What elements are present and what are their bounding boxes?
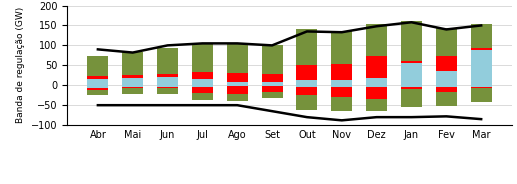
Bar: [436, 56, 457, 71]
Bar: [262, 86, 283, 92]
Bar: [436, 85, 457, 87]
Bar: [470, 48, 492, 50]
Bar: [87, 85, 109, 89]
Bar: [262, 92, 283, 98]
Bar: [87, 79, 109, 85]
Bar: [262, 85, 283, 86]
Bar: [227, 44, 248, 73]
Bar: [296, 80, 317, 85]
Bar: [157, 87, 178, 89]
Bar: [192, 87, 213, 93]
Bar: [401, 85, 422, 87]
Bar: [401, 22, 422, 61]
Bar: [192, 93, 213, 100]
Bar: [157, 74, 178, 77]
Bar: [87, 76, 109, 79]
Bar: [157, 77, 178, 85]
Bar: [296, 95, 317, 110]
Bar: [401, 89, 422, 107]
Bar: [366, 85, 387, 87]
Bar: [227, 86, 248, 94]
Bar: [331, 31, 352, 64]
Bar: [192, 85, 213, 87]
Bar: [436, 28, 457, 56]
Bar: [470, 89, 492, 102]
Bar: [87, 90, 109, 95]
Bar: [366, 24, 387, 56]
Bar: [470, 87, 492, 89]
Bar: [262, 74, 283, 82]
Bar: [122, 75, 143, 78]
Bar: [296, 85, 317, 87]
Bar: [157, 85, 178, 87]
Bar: [366, 87, 387, 99]
Bar: [122, 85, 143, 87]
Bar: [87, 89, 109, 91]
Bar: [227, 73, 248, 82]
Bar: [227, 82, 248, 85]
Bar: [470, 24, 492, 48]
Bar: [122, 87, 143, 89]
Bar: [366, 99, 387, 111]
Bar: [436, 71, 457, 85]
Bar: [227, 85, 248, 86]
Bar: [436, 87, 457, 92]
Bar: [192, 72, 213, 79]
Bar: [331, 80, 352, 85]
Bar: [87, 56, 109, 76]
Bar: [262, 82, 283, 85]
Bar: [401, 87, 422, 89]
Y-axis label: Banda de regulação (GW): Banda de regulação (GW): [17, 7, 25, 123]
Bar: [192, 79, 213, 85]
Bar: [296, 87, 317, 95]
Bar: [470, 85, 492, 87]
Bar: [122, 78, 143, 85]
Bar: [122, 89, 143, 94]
Bar: [331, 97, 352, 111]
Bar: [296, 29, 317, 65]
Bar: [157, 89, 178, 94]
Bar: [401, 63, 422, 85]
Bar: [296, 65, 317, 80]
Bar: [470, 50, 492, 85]
Bar: [331, 87, 352, 97]
Bar: [157, 48, 178, 74]
Bar: [331, 64, 352, 80]
Bar: [366, 56, 387, 78]
Bar: [366, 78, 387, 85]
Bar: [436, 92, 457, 106]
Bar: [192, 43, 213, 72]
Bar: [331, 85, 352, 87]
Bar: [401, 61, 422, 63]
Bar: [262, 45, 283, 74]
Bar: [122, 52, 143, 75]
Bar: [227, 94, 248, 101]
